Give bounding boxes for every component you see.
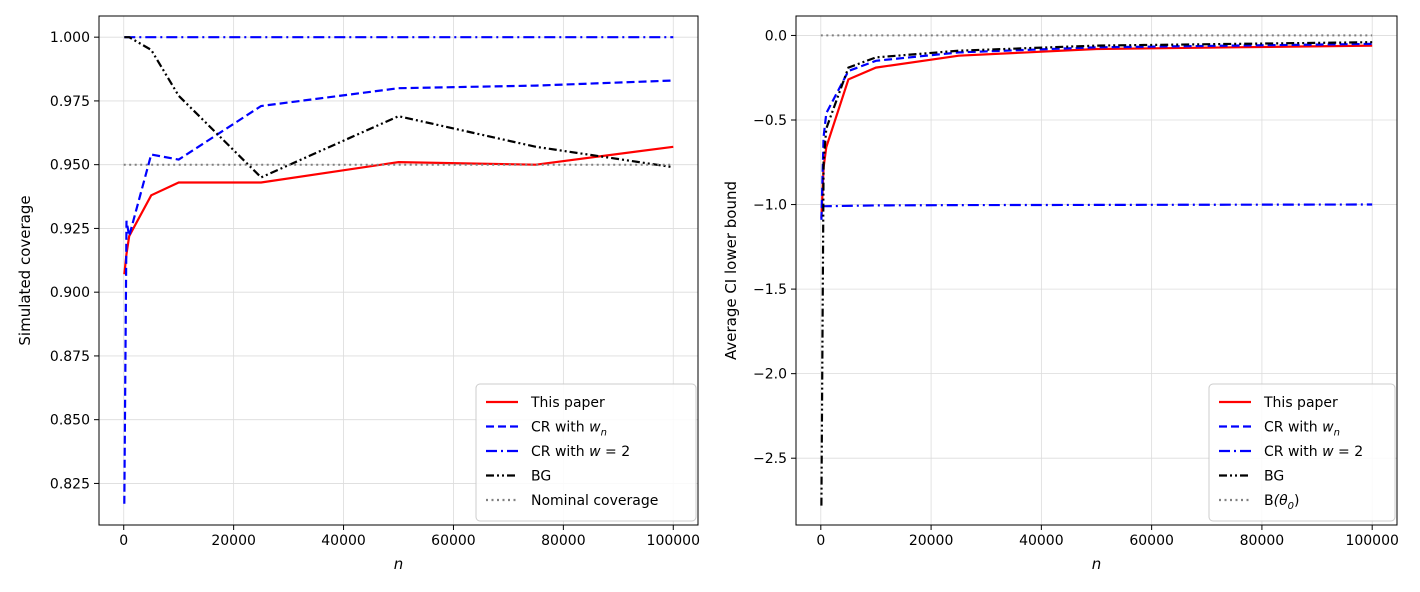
legend-label-3: CR with w = 2 — [531, 444, 630, 460]
x-tick-label: 80000 — [1240, 533, 1285, 549]
x-tick-label: 60000 — [1129, 533, 1174, 549]
y-tick-label: 0.925 — [50, 221, 90, 237]
y-tick-label: 0.875 — [50, 349, 90, 365]
y-tick-label: −0.5 — [753, 113, 787, 129]
axes-frame — [98, 15, 699, 526]
legend: This paper CR with wn CR with w = 2 BG Nomin… — [475, 383, 697, 522]
y-tick-label: 0.975 — [50, 94, 90, 110]
legend-label-5: B(θ0) — [1264, 493, 1299, 512]
chart-panel-2: 0 20000 40000 60000 80000 100000 −2.5 −2.0 −1.5 −… — [722, 15, 1399, 573]
x-tick-label: 40000 — [321, 533, 366, 549]
x-axis-label: n — [394, 555, 404, 573]
legend-label-1: This paper — [530, 395, 605, 411]
x-tick-label: 0 — [816, 533, 825, 549]
legend-box — [1208, 383, 1396, 522]
chart-panel-1: 0 20000 40000 60000 80000 100000 0.825 0.850 0.8… — [16, 15, 700, 573]
series-line-4 — [124, 36, 674, 179]
x-tick-label: 60000 — [431, 533, 476, 549]
series-line-1 — [123, 145, 674, 275]
y-tick-label: 0.950 — [50, 158, 90, 174]
x-tick-label: 80000 — [541, 533, 586, 549]
y-tick-label: 0.850 — [50, 413, 90, 429]
legend-label-2: CR with wn — [531, 420, 607, 439]
x-tick-label: 20000 — [909, 533, 954, 549]
series-line-2 — [123, 79, 674, 504]
legend-label-4: BG — [1264, 469, 1284, 485]
legend-label-5: Nominal coverage — [531, 493, 658, 509]
y-tick-label: −2.5 — [753, 451, 787, 467]
y-tick-label: 1.000 — [50, 30, 90, 46]
x-axis-label: n — [1092, 555, 1102, 573]
x-tick-label: 100000 — [647, 533, 700, 549]
y-tick-label: −1.5 — [753, 282, 787, 298]
x-tick-label: 40000 — [1019, 533, 1064, 549]
series-line-2 — [820, 42, 1373, 220]
x-tick-label: 20000 — [211, 533, 256, 549]
legend: This paper CR with wn CR with w = 2 BG B(θ0) — [1208, 383, 1396, 522]
x-tick-label: 0 — [119, 533, 128, 549]
y-axis-label: Average CI lower bound — [722, 181, 740, 360]
axes-frame — [795, 15, 1398, 526]
legend-label-3: CR with w = 2 — [1264, 444, 1363, 460]
series-line-1 — [820, 44, 1373, 219]
y-tick-label: −2.0 — [753, 367, 787, 383]
x-tick-label: 100000 — [1345, 533, 1398, 549]
legend-label-1: This paper — [1263, 395, 1338, 411]
y-tick-label: 0.900 — [50, 285, 90, 301]
y-tick-label: 0.825 — [50, 476, 90, 492]
y-tick-label: −1.0 — [753, 198, 787, 214]
legend-label-2: CR with wn — [1264, 420, 1340, 439]
legend-box — [475, 383, 697, 522]
series-line-4 — [820, 41, 1373, 506]
y-axis-label: Simulated coverage — [16, 195, 34, 345]
y-tick-label: 0.0 — [765, 28, 787, 44]
legend-label-4: BG — [531, 469, 551, 485]
series-line-3 — [820, 203, 1373, 209]
